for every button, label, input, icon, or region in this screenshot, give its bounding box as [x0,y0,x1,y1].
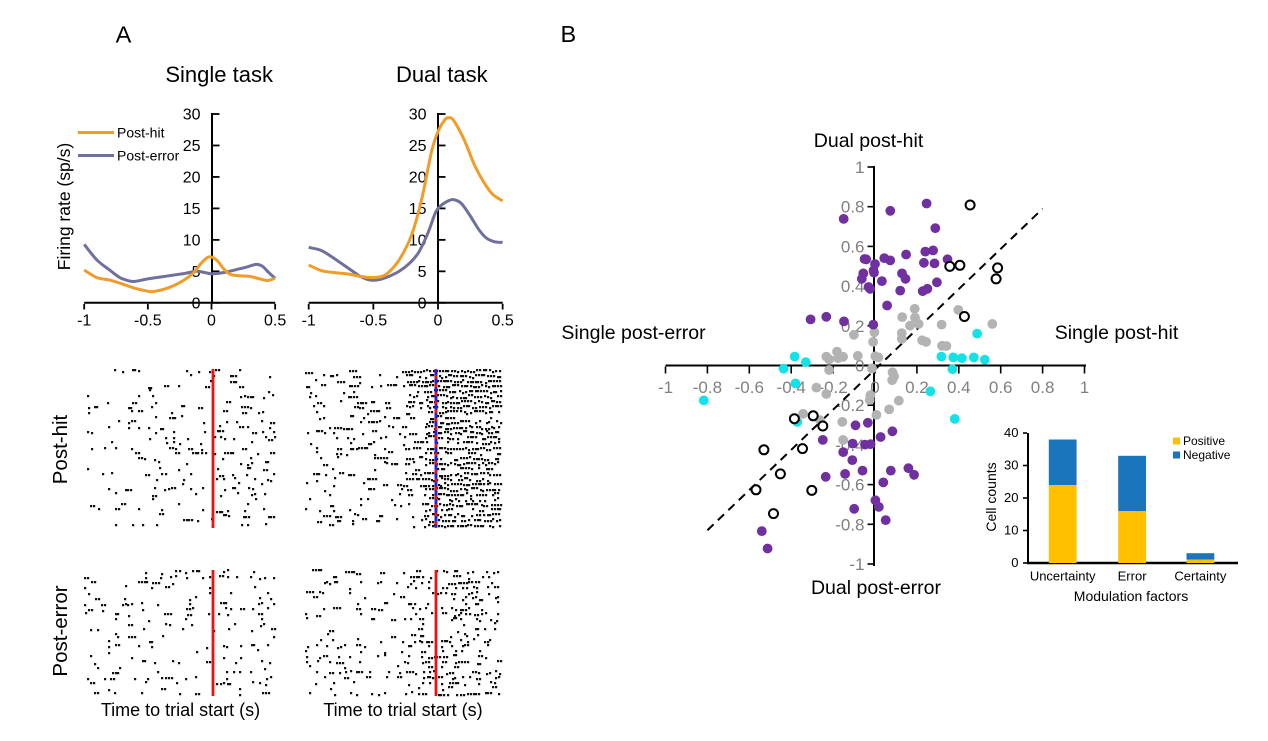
svg-text:Dual post-error: Dual post-error [811,577,942,599]
svg-text:0.6: 0.6 [989,378,1013,397]
svg-text:Certainty: Certainty [1174,569,1227,584]
svg-text:-0.8: -0.8 [693,378,722,397]
svg-text:-0.5: -0.5 [134,313,162,330]
svg-text:1: 1 [1080,378,1089,397]
svg-text:0.2: 0.2 [905,378,929,397]
svg-text:0: 0 [870,378,879,397]
svg-text:20: 20 [1004,490,1018,505]
svg-text:-1: -1 [77,313,91,330]
svg-text:Negative: Negative [1183,448,1231,462]
svg-text:Positive: Positive [1183,434,1225,448]
svg-text:Single post-hit: Single post-hit [1055,322,1179,344]
svg-text:20: 20 [409,169,427,186]
svg-text:Single task: Single task [165,62,274,87]
svg-text:0.8: 0.8 [841,198,865,217]
svg-text:Firing rate (sp/s): Firing rate (sp/s) [54,143,74,270]
svg-text:30: 30 [1004,458,1018,473]
svg-text:30: 30 [409,107,427,124]
svg-text:-1: -1 [302,313,316,330]
svg-text:0.8: 0.8 [1031,378,1055,397]
svg-text:-0.8: -0.8 [835,515,864,534]
svg-text:10: 10 [183,232,201,249]
svg-text:-1: -1 [658,378,673,397]
svg-text:0.5: 0.5 [264,313,286,330]
svg-text:Error: Error [1118,569,1148,584]
svg-text:Time to trial start (s): Time to trial start (s) [323,700,482,720]
svg-text:0: 0 [207,313,216,330]
svg-text:0: 0 [434,313,443,330]
svg-text:0: 0 [855,357,864,376]
svg-text:-0.4: -0.4 [777,378,806,397]
svg-text:Time to trial start (s): Time to trial start (s) [101,700,260,720]
svg-text:B: B [561,21,577,47]
svg-text:-1: -1 [849,555,864,574]
svg-text:Uncertainty: Uncertainty [1030,569,1096,584]
svg-text:0.6: 0.6 [841,237,865,256]
svg-text:Dual post-hit: Dual post-hit [814,130,924,152]
svg-text:25: 25 [183,138,201,155]
svg-text:Modulation factors: Modulation factors [1074,588,1188,604]
svg-text:25: 25 [409,138,427,155]
svg-text:Dual task: Dual task [396,62,489,87]
svg-text:20: 20 [183,169,201,186]
svg-text:40: 40 [1004,425,1018,440]
svg-text:5: 5 [418,264,427,281]
svg-text:1: 1 [855,158,864,177]
svg-text:Post-error: Post-error [117,148,180,164]
svg-text:30: 30 [183,107,201,124]
svg-text:-0.6: -0.6 [735,378,764,397]
svg-text:Post-error: Post-error [49,585,72,676]
svg-text:Single post-error: Single post-error [561,322,706,344]
svg-text:A: A [116,22,132,48]
svg-text:15: 15 [183,201,201,218]
svg-text:Post-hit: Post-hit [49,414,72,484]
svg-text:-0.6: -0.6 [835,476,864,495]
svg-text:Cell counts: Cell counts [983,462,999,531]
svg-text:Post-hit: Post-hit [117,125,165,141]
svg-text:-0.5: -0.5 [360,313,388,330]
svg-text:0: 0 [1011,555,1018,570]
svg-text:0.4: 0.4 [947,378,971,397]
svg-text:0.5: 0.5 [492,313,514,330]
svg-text:10: 10 [1004,523,1018,538]
svg-text:-0.2: -0.2 [835,396,864,415]
